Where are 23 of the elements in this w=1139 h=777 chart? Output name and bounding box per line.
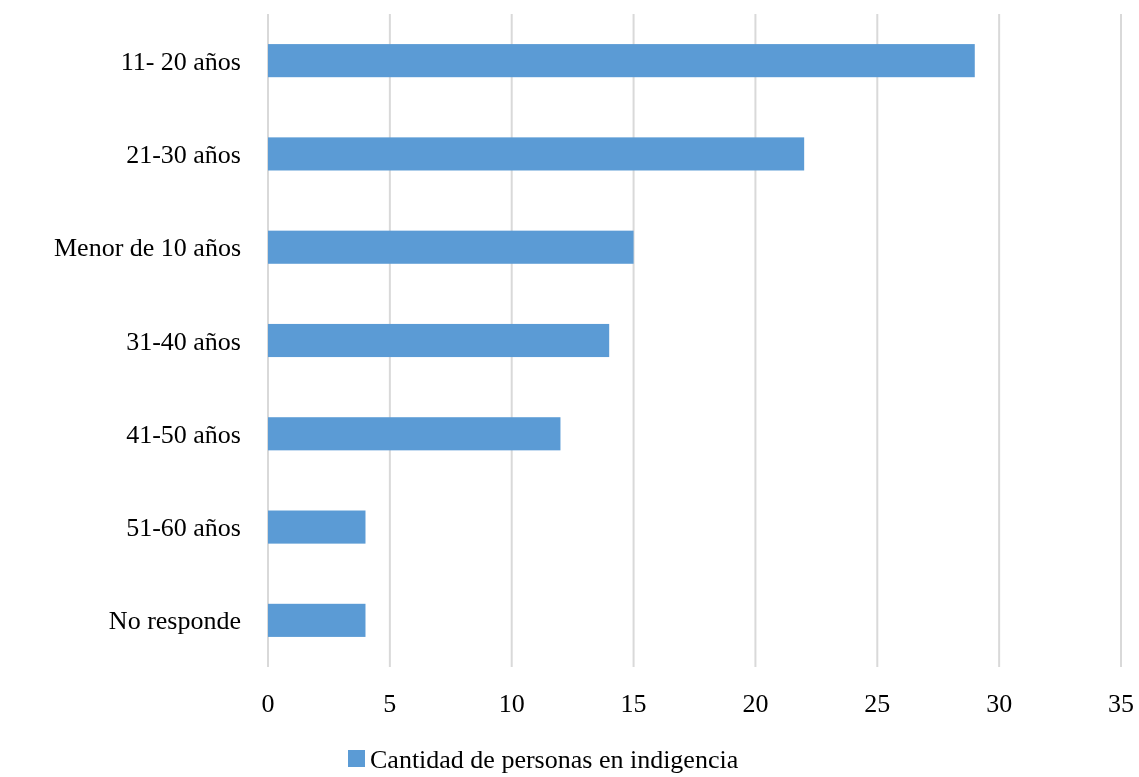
- y-tick-label: 11- 20 años: [120, 46, 241, 76]
- y-tick-label: 21-30 años: [126, 140, 241, 170]
- x-tick-label: 15: [620, 689, 647, 718]
- y-tick-label: Menor de 10 años: [53, 233, 241, 263]
- x-tick-label: 10: [498, 689, 525, 718]
- bar: [268, 510, 366, 544]
- y-tick-label: 31-40 años: [126, 326, 241, 356]
- x-tick-label: 25: [864, 689, 891, 718]
- x-tick-label: 0: [261, 689, 275, 718]
- y-tick-label: 51-60 años: [126, 513, 241, 543]
- bar: [268, 137, 805, 171]
- x-tick-label: 5: [383, 689, 397, 718]
- y-tick-label: No responde: [108, 606, 241, 636]
- bar: [268, 603, 366, 637]
- bar: [268, 230, 634, 264]
- bar: [268, 323, 610, 358]
- bar: [268, 417, 561, 451]
- bar: [268, 44, 975, 78]
- x-tick-label: 35: [1108, 689, 1134, 718]
- legend-label: Cantidad de personas en indigencia: [370, 745, 739, 775]
- x-tick-label: 30: [986, 689, 1013, 718]
- x-tick-label: 20: [742, 689, 769, 718]
- y-tick-label: 41-50 años: [126, 419, 241, 449]
